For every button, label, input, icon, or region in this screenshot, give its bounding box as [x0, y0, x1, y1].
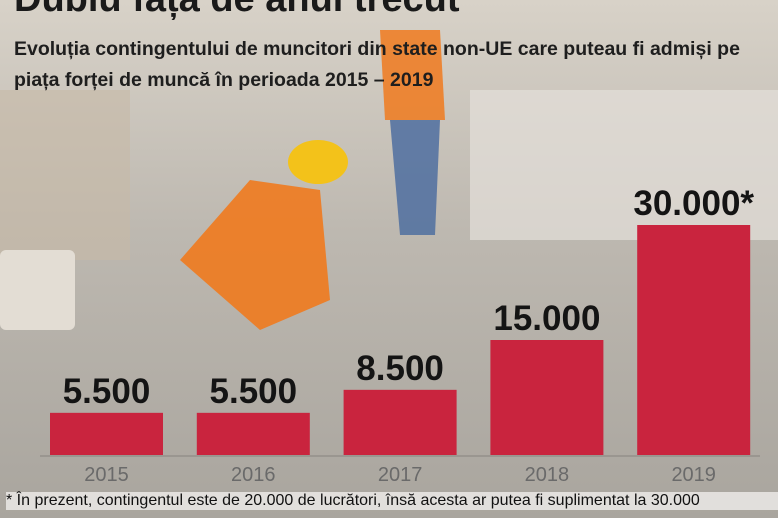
bar: [490, 340, 604, 455]
worker-vest-2: [380, 30, 445, 120]
bucket: [0, 250, 75, 330]
bar: [50, 412, 163, 455]
x-tick-label: 2015: [84, 464, 129, 486]
worker-vest: [180, 180, 330, 330]
x-tick-label: 2016: [231, 464, 276, 486]
bar: [196, 412, 310, 455]
value-label: 8.500: [356, 349, 444, 388]
value-label: 5.500: [210, 372, 298, 411]
value-label: 15.000: [493, 299, 600, 338]
x-tick-label: 2018: [525, 464, 570, 486]
wall-left: [0, 90, 130, 260]
worker-helmet: [288, 140, 348, 184]
worker-jeans: [390, 120, 440, 235]
value-label: 30.000*: [633, 184, 754, 223]
x-tick-label: 2017: [378, 464, 423, 486]
value-label: 5.500: [63, 372, 151, 411]
chart-subtitle: Evoluția contingentului de muncitori din…: [14, 38, 740, 91]
bar: [637, 225, 751, 455]
footnote: * În prezent, contingentul este de 20.00…: [6, 492, 778, 510]
bar: [343, 389, 457, 455]
wall: [470, 90, 778, 240]
x-tick-label: 2019: [671, 464, 716, 486]
chart-title: Dublu fața de anul trecut: [14, 0, 459, 21]
